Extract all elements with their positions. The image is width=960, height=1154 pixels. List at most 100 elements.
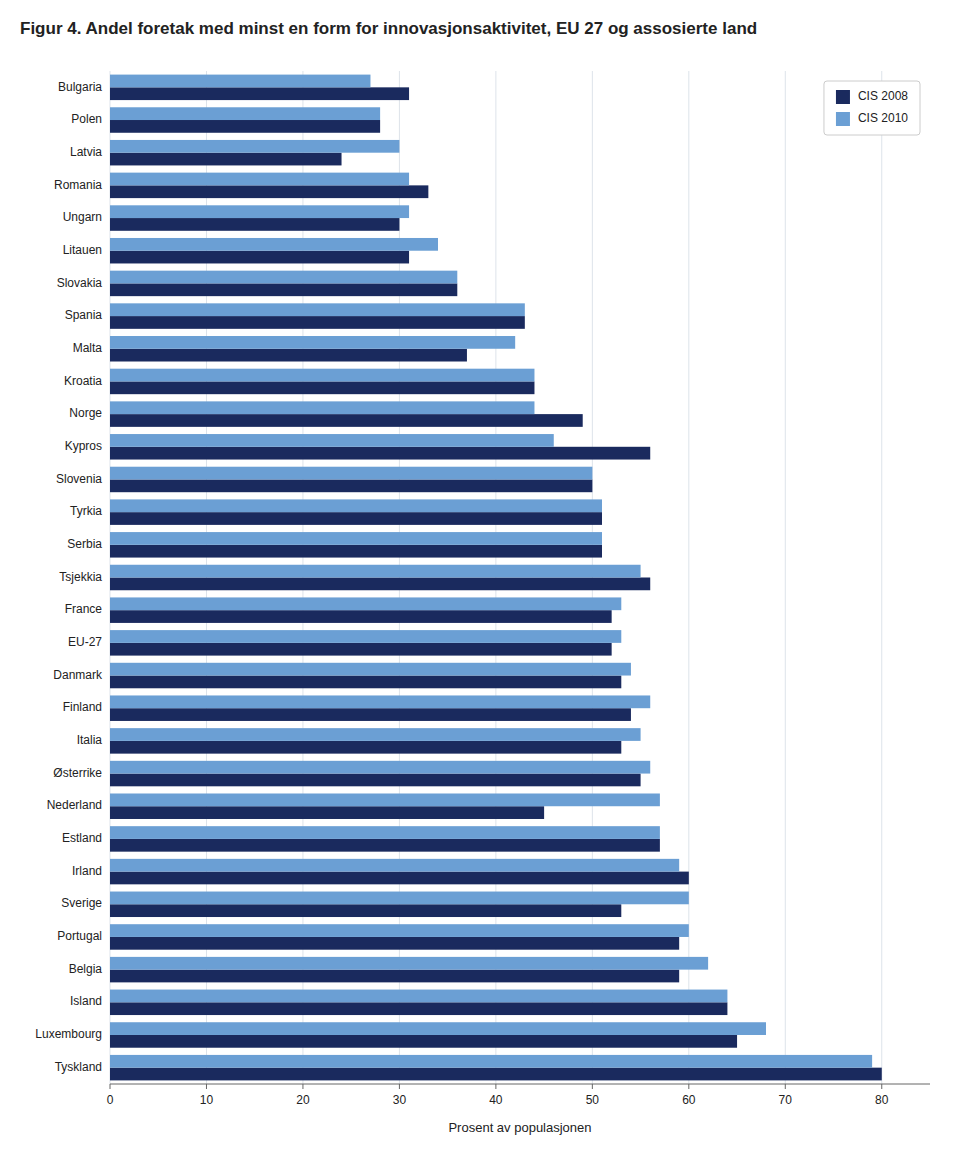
bar — [110, 369, 534, 382]
category-label: Litauen — [63, 243, 102, 257]
bar — [110, 251, 409, 264]
category-label: Latvia — [70, 145, 102, 159]
bar — [110, 761, 650, 774]
category-label: Spania — [65, 308, 103, 322]
x-axis-label: Prosent av populasjonen — [448, 1120, 591, 1135]
bar — [110, 140, 399, 153]
category-label: Tyrkia — [70, 504, 102, 518]
bar — [110, 545, 602, 558]
bar — [110, 532, 602, 545]
axis-line — [110, 1084, 930, 1085]
bar — [110, 892, 689, 905]
bar — [110, 872, 689, 885]
category-label: Estland — [62, 831, 102, 845]
category-label: Slovakia — [57, 276, 103, 290]
tick — [495, 1084, 496, 1089]
bar — [110, 904, 621, 917]
title-line: Figur 4. Andel foretak med minst en form… — [20, 19, 757, 38]
bar — [110, 937, 679, 950]
category-label: Sverige — [61, 896, 102, 910]
bar — [110, 173, 409, 186]
bar — [110, 303, 525, 316]
tick-label: 70 — [779, 1093, 793, 1107]
bar — [110, 970, 679, 983]
bar — [110, 185, 428, 198]
bar — [110, 957, 708, 970]
category-label: Slovenia — [56, 472, 102, 486]
tick — [399, 1084, 400, 1089]
tick — [881, 1084, 882, 1089]
bar — [110, 695, 650, 708]
bar — [110, 316, 525, 329]
y-axis: BulgariaPolenLatviaRomaniaUngarnLitauenS… — [35, 80, 103, 1074]
bar — [110, 218, 399, 231]
tick-label: 40 — [489, 1093, 503, 1107]
bar — [110, 839, 660, 852]
category-label: Finland — [63, 700, 102, 714]
bar — [110, 578, 650, 591]
tick-label: 20 — [296, 1093, 310, 1107]
bar — [110, 153, 342, 166]
grid-line — [881, 71, 882, 1084]
bar — [110, 414, 583, 427]
category-label: Portugal — [57, 929, 102, 943]
bar — [110, 401, 534, 414]
bar — [110, 479, 592, 492]
tick — [302, 1084, 303, 1089]
bar — [110, 447, 650, 460]
bar — [110, 859, 679, 872]
bar — [110, 1055, 872, 1068]
tick — [785, 1084, 786, 1089]
tick — [110, 1084, 111, 1089]
chart: Figur 4. Andel foretak med minst en form… — [0, 0, 960, 1154]
bar — [110, 728, 641, 741]
bar — [110, 924, 689, 937]
bar — [110, 1035, 737, 1048]
tick — [688, 1084, 689, 1089]
grid — [110, 71, 882, 1084]
category-label: Malta — [73, 341, 103, 355]
bar — [110, 565, 641, 578]
tick — [592, 1084, 593, 1089]
bar — [110, 434, 554, 447]
bar — [110, 512, 602, 525]
category-label: Nederland — [47, 798, 102, 812]
tick — [206, 1084, 207, 1089]
category-label: Norge — [69, 406, 102, 420]
category-label: Serbia — [67, 537, 102, 551]
category-label: Luxembourg — [35, 1027, 102, 1041]
bar — [110, 990, 727, 1003]
category-label: Tsjekkia — [59, 570, 102, 584]
category-label: Kypros — [65, 439, 102, 453]
bar — [110, 1002, 727, 1015]
bar — [110, 741, 621, 754]
category-label: Romania — [54, 178, 102, 192]
category-label: Belgia — [69, 962, 103, 976]
bar — [110, 663, 631, 676]
category-label: Tyskland — [55, 1060, 102, 1074]
tick-label: 0 — [107, 1093, 114, 1107]
category-label: Østerrike — [53, 766, 102, 780]
bar — [110, 1068, 882, 1081]
bar — [110, 610, 612, 623]
category-label: EU-27 — [68, 635, 102, 649]
bar — [110, 107, 380, 120]
category-label: Italia — [77, 733, 103, 747]
bar — [110, 774, 641, 787]
bar — [110, 205, 409, 218]
bar — [110, 271, 457, 284]
bar — [110, 283, 457, 296]
bar — [110, 75, 370, 88]
category-label: Polen — [71, 112, 102, 126]
tick-label: 80 — [875, 1093, 889, 1107]
bar — [110, 643, 612, 656]
tick-label: 30 — [393, 1093, 407, 1107]
bar — [110, 349, 467, 362]
bar — [110, 597, 621, 610]
bar — [110, 806, 544, 819]
background — [0, 0, 960, 1154]
bar — [110, 120, 380, 133]
legend-swatch — [836, 112, 850, 126]
bar — [110, 238, 438, 251]
category-label: Danmark — [53, 668, 103, 682]
